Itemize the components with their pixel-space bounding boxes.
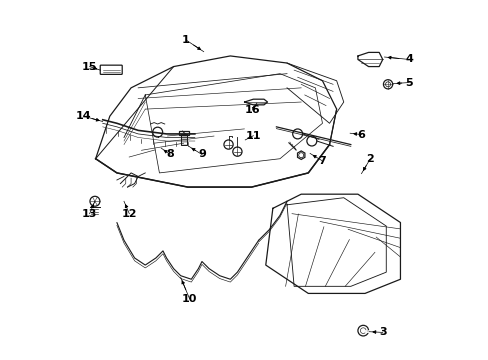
Text: 13: 13	[82, 209, 97, 219]
Text: 4: 4	[405, 54, 412, 64]
Text: 2: 2	[366, 154, 373, 164]
Bar	[181, 134, 187, 145]
Text: 3: 3	[378, 327, 386, 337]
Text: 7: 7	[317, 156, 325, 166]
Text: 1: 1	[182, 35, 189, 45]
Text: 11: 11	[245, 131, 261, 141]
Text: 16: 16	[244, 105, 260, 115]
Text: 10: 10	[182, 294, 197, 304]
Text: 9: 9	[198, 149, 205, 159]
Text: 12: 12	[122, 209, 137, 219]
Text: 8: 8	[166, 149, 174, 159]
Text: 15: 15	[82, 62, 97, 72]
Text: 14: 14	[76, 111, 91, 121]
Text: 6: 6	[357, 130, 365, 140]
Bar	[179, 131, 189, 135]
Text: 5: 5	[405, 77, 412, 87]
